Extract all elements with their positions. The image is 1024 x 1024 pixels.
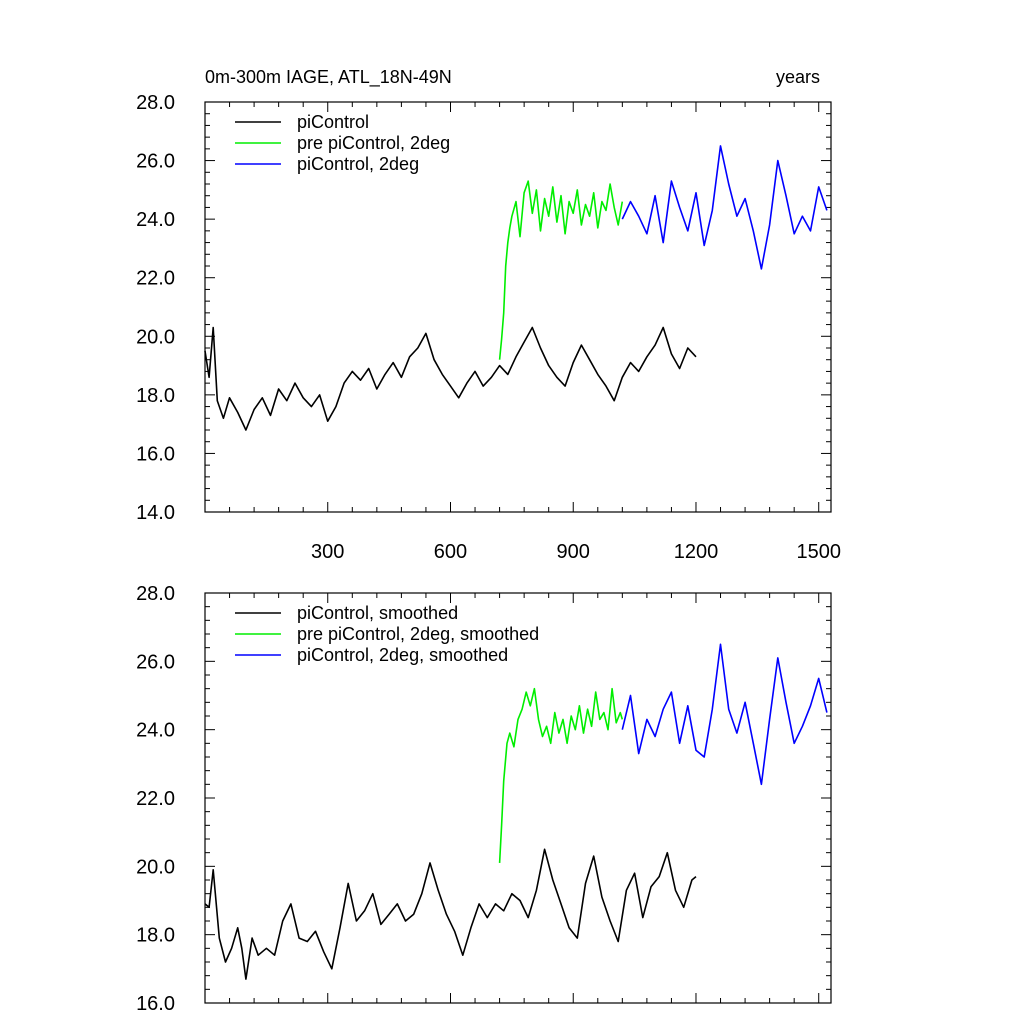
panel-2-series-line-3 — [621, 643, 828, 786]
panel-1-x-tick-label: 1200 — [674, 541, 719, 563]
panel-1-series-line-3 — [621, 145, 828, 270]
panel-1-legend-label-1: piControl — [297, 112, 369, 132]
panel-1-title-left: 0m-300m IAGE, ATL_18N-49N — [205, 67, 452, 88]
panel-2-y-tick-label: 26.0 — [136, 651, 175, 673]
panel-2-y-tick-label: 28.0 — [136, 583, 175, 605]
panel-2-y-tick-label: 24.0 — [136, 720, 175, 742]
panel-1-legend-label-2: pre piControl, 2deg — [297, 133, 450, 153]
panel-2-y-tick-label: 16.0 — [136, 993, 175, 1015]
panel-2-y-tick-label: 18.0 — [136, 925, 175, 947]
panel-1-y-tick-label: 22.0 — [136, 268, 175, 290]
panel-1-y-tick-label: 14.0 — [136, 502, 175, 524]
panel-2-legend-label-3: piControl, 2deg, smoothed — [297, 645, 508, 665]
panel-1-y-tick-label: 24.0 — [136, 209, 175, 231]
panel-2-series-line-2 — [498, 687, 624, 863]
panel-1-y-tick-label: 28.0 — [136, 92, 175, 114]
panel-1-plot-frame — [204, 101, 832, 513]
panel-1-y-tick-label: 26.0 — [136, 151, 175, 173]
panel-1-y-tick-label: 18.0 — [136, 385, 175, 407]
panel-2-legend-label-2: pre piControl, 2deg, smoothed — [297, 624, 539, 644]
panel-1-y-tick-label: 16.0 — [136, 443, 175, 465]
panel-1-y-tick-label: 20.0 — [136, 326, 175, 348]
panel-1-x-tick-label: 1500 — [796, 541, 841, 563]
panel-1-legend-label-3: piControl, 2deg — [297, 154, 419, 174]
panel-1-series-line-2 — [498, 180, 624, 360]
panel-1-x-tick-label: 900 — [557, 541, 590, 563]
panel-2-series-line-1 — [204, 848, 697, 980]
panel-1-x-tick-label: 600 — [434, 541, 467, 563]
panel-2-legend-label-1: piControl, smoothed — [297, 603, 458, 623]
panel-1-title-right: years — [776, 67, 820, 87]
panel-1-series-line-1 — [204, 326, 697, 431]
panel-1-x-tick-label: 300 — [311, 541, 344, 563]
panel-2-y-tick-label: 22.0 — [136, 788, 175, 810]
panel-2-y-tick-label: 20.0 — [136, 856, 175, 878]
